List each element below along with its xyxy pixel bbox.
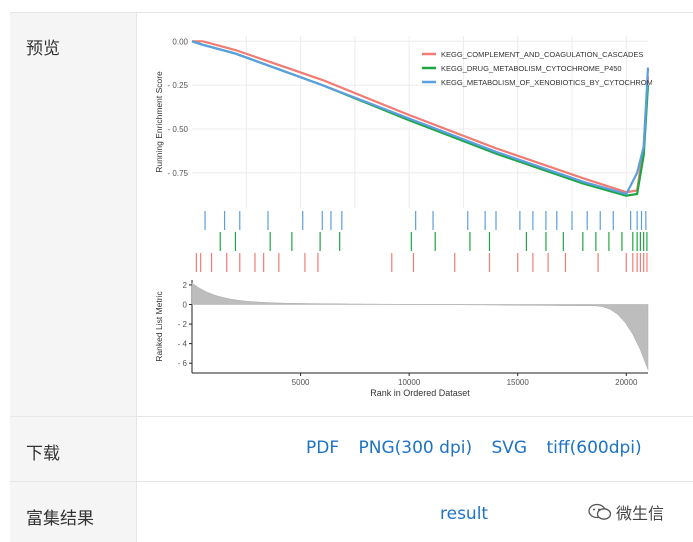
- y-tick-label: 0.00: [172, 37, 188, 46]
- divider: [10, 416, 693, 417]
- legend-label: KEGG_COMPLEMENT_AND_COAGULATION_CASCADES: [441, 50, 643, 59]
- y-tick-label: - 0.25: [168, 81, 189, 90]
- x-tick-label: 20000: [615, 378, 638, 387]
- y-tick-label: - 6: [178, 359, 188, 368]
- watermark: 微生信: [588, 500, 664, 524]
- hit-marks-panel: [195, 211, 648, 272]
- y-tick-label: - 0.50: [168, 125, 189, 134]
- row-label-preview: 预览: [26, 39, 60, 59]
- download-links: PDF PNG(300 dpi) SVG tiff(600dpi): [306, 438, 656, 458]
- divider: [10, 12, 693, 13]
- watermark-text: 微生信: [616, 504, 665, 523]
- result-link[interactable]: result: [440, 504, 489, 524]
- ranked-list-panel: 2 0 - 2 - 4 - 6 Ranked List Metric 5000 10000 15…: [154, 280, 649, 398]
- x-axis-label: Rank in Ordered Dataset: [370, 388, 470, 398]
- series-line-3: [191, 40, 650, 196]
- y-axis-label: Ranked List Metric: [154, 291, 164, 362]
- wechat-icon: [588, 503, 612, 520]
- x-tick-label: 15000: [507, 378, 530, 387]
- legend: KEGG_COMPLEMENT_AND_COAGULATION_CASCADES…: [422, 50, 657, 87]
- y-tick-label: 2: [183, 281, 188, 290]
- row-label-download: 下载: [26, 444, 60, 464]
- download-svg-link[interactable]: SVG: [491, 438, 528, 458]
- download-pdf-link[interactable]: PDF: [306, 438, 340, 458]
- y-tick-label: - 4: [178, 340, 188, 349]
- legend-label: KEGG_DRUG_METABOLISM_CYTOCHROME_P450: [441, 64, 622, 73]
- y-axis-label: Running Enrichment Score: [154, 71, 164, 173]
- download-tiff-link[interactable]: tiff(600dpi): [546, 438, 642, 458]
- y-tick-label: 0: [183, 300, 188, 309]
- row-label-enrichment-result: 富集结果: [26, 509, 94, 529]
- gsea-plot: 0.00 - 0.25 - 0.50 - 0.75 Running Enrichment…: [154, 36, 657, 398]
- download-png-link[interactable]: PNG(300 dpi): [358, 438, 473, 458]
- y-tick-label: - 2: [178, 320, 188, 329]
- ranked-metric-area: [191, 282, 649, 370]
- divider: [10, 481, 693, 482]
- legend-label: KEGG_METABOLISM_OF_XENOBIOTICS_BY_CYTOCH…: [441, 78, 657, 87]
- x-tick-label: 5000: [292, 378, 310, 387]
- x-tick-label: 10000: [398, 378, 421, 387]
- enrichment-score-panel: 0.00 - 0.25 - 0.50 - 0.75 Running Enrichment…: [154, 36, 650, 208]
- label-column: [10, 12, 137, 542]
- y-tick-label: - 0.75: [168, 169, 189, 178]
